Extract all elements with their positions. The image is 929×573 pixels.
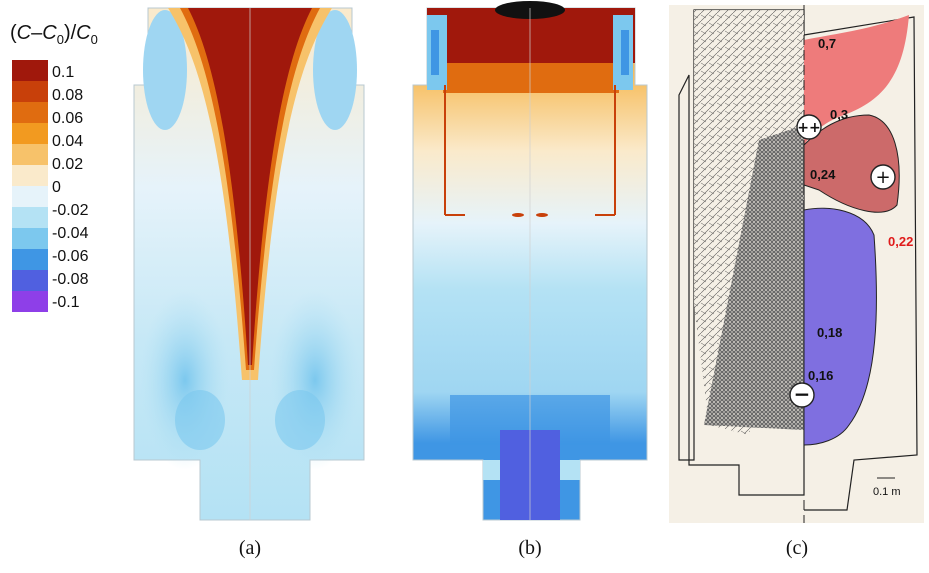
minus-marker bbox=[789, 382, 815, 408]
panel-c-value-1: 0,7 bbox=[818, 36, 837, 51]
panel-a-contour-map bbox=[133, 7, 365, 521]
colorbar-swatch bbox=[12, 228, 48, 250]
legend-title: (C–C0)/C0 bbox=[10, 22, 98, 47]
panel-c-zone-low bbox=[803, 207, 877, 446]
panel-c-value-5: 0,18 bbox=[817, 325, 843, 340]
colorbar-swatch bbox=[12, 165, 48, 187]
panel-c-value-6: 0,16 bbox=[808, 368, 834, 383]
colorbar-tick-label: 0.08 bbox=[52, 87, 84, 105]
colorbar-swatch bbox=[12, 207, 48, 229]
colorbar-tick-label: -0.06 bbox=[52, 247, 89, 265]
colorbar-swatch bbox=[12, 186, 48, 208]
colorbar-tick-label: -0.02 bbox=[52, 201, 89, 219]
plus-plus-marker bbox=[796, 114, 822, 140]
colorbar-tick-label: -0.04 bbox=[52, 224, 89, 242]
panel-a-label: (a) bbox=[238, 537, 262, 559]
panel-c-drawing: ++ + − bbox=[669, 5, 924, 523]
panel-b-label: (b) bbox=[518, 537, 542, 559]
colorbar-swatch bbox=[12, 270, 48, 292]
panel-c-label: (c) bbox=[785, 537, 809, 559]
colorbar-swatch bbox=[12, 81, 48, 103]
panel-b-contour-map bbox=[412, 1, 648, 521]
plus-sign: + bbox=[875, 167, 890, 188]
panel-c-value-4: 0,22 bbox=[888, 234, 914, 249]
colorbar-tick-label: 0 bbox=[52, 179, 61, 196]
colorbar-tick-label: 0.02 bbox=[52, 156, 84, 174]
colorbar-swatch bbox=[12, 249, 48, 271]
colorbar-swatch bbox=[12, 123, 48, 145]
colorbar-tick-label: 0.06 bbox=[52, 110, 84, 128]
colorbar bbox=[12, 60, 48, 312]
plus-plus-sign: ++ bbox=[797, 120, 820, 136]
colorbar-tick-label: -0.08 bbox=[52, 270, 89, 288]
plus-marker bbox=[870, 164, 896, 190]
minus-sign: − bbox=[794, 382, 811, 406]
colorbar-swatch bbox=[12, 60, 48, 82]
panel-c-value-2: 0,3 bbox=[830, 107, 849, 122]
panel-c-zone-high bbox=[804, 15, 909, 145]
panel-c-zone-mid bbox=[803, 114, 900, 213]
scale-label: 0.1 m bbox=[873, 486, 901, 498]
colorbar-swatch bbox=[12, 102, 48, 124]
colorbar-swatch bbox=[12, 144, 48, 166]
panel-c-value-3: 0,24 bbox=[810, 167, 836, 182]
colorbar-tick-label: 0.1 bbox=[52, 64, 75, 82]
colorbar-swatch bbox=[12, 291, 48, 312]
colorbar-tick-label: 0.04 bbox=[52, 133, 84, 151]
colorbar-tick-label: -0.1 bbox=[52, 293, 80, 311]
